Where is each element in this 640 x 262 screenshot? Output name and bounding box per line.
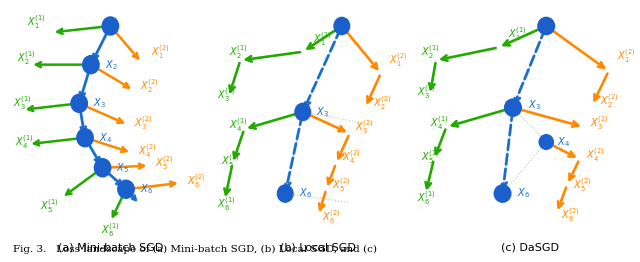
Text: $X_3$: $X_3$	[316, 105, 330, 119]
Text: $X_1^{(1)}$: $X_1^{(1)}$	[508, 26, 527, 43]
Text: $X_4^{(1)}$: $X_4^{(1)}$	[228, 116, 248, 134]
Circle shape	[83, 56, 99, 74]
Text: $X_3^{(2)}$: $X_3^{(2)}$	[355, 118, 374, 136]
Text: (c) DaSGD: (c) DaSGD	[500, 243, 559, 253]
Circle shape	[277, 185, 293, 202]
Text: $X_5^{(2)}$: $X_5^{(2)}$	[332, 176, 351, 194]
Circle shape	[102, 17, 118, 35]
Circle shape	[295, 103, 310, 121]
Circle shape	[77, 129, 93, 147]
Text: $X_3^{(1)}$: $X_3^{(1)}$	[13, 94, 32, 112]
Text: $X_2^{(2)}$: $X_2^{(2)}$	[373, 94, 392, 112]
Text: $X_1^{(1)}$: $X_1^{(1)}$	[27, 13, 45, 31]
Circle shape	[118, 180, 134, 198]
Circle shape	[494, 185, 511, 202]
Text: (a) Mini-batch SGD: (a) Mini-batch SGD	[58, 243, 163, 253]
Text: $X_4$: $X_4$	[557, 135, 570, 149]
Circle shape	[538, 17, 555, 35]
Text: $X_1^{(2)}$: $X_1^{(2)}$	[152, 43, 170, 61]
Text: $X_5^{(1)}$: $X_5^{(1)}$	[221, 152, 240, 170]
Text: $X_4$: $X_4$	[99, 131, 112, 145]
Text: $X_2^{(1)}$: $X_2^{(1)}$	[228, 43, 248, 61]
Text: $X_5$: $X_5$	[116, 161, 129, 175]
Text: $X_6^{(1)}$: $X_6^{(1)}$	[417, 189, 436, 207]
Text: $X_2^{(2)}$: $X_2^{(2)}$	[600, 92, 620, 110]
Circle shape	[94, 159, 111, 177]
Text: $X_2$: $X_2$	[104, 58, 117, 72]
Circle shape	[71, 94, 88, 112]
Text: $X_2^{(1)}$: $X_2^{(1)}$	[422, 43, 440, 61]
Text: $X_3$: $X_3$	[527, 99, 540, 112]
Circle shape	[334, 17, 349, 35]
Text: $X_5^{(2)}$: $X_5^{(2)}$	[573, 176, 592, 194]
Text: $X_6^{(1)}$: $X_6^{(1)}$	[217, 195, 236, 213]
Text: $X_6$: $X_6$	[140, 182, 153, 196]
Text: $X_6^{(1)}$: $X_6^{(1)}$	[101, 221, 120, 239]
Text: $X_5^{(1)}$: $X_5^{(1)}$	[40, 198, 60, 215]
Text: $X_3^{(2)}$: $X_3^{(2)}$	[134, 114, 153, 132]
Text: $X_6$: $X_6$	[517, 187, 530, 200]
Text: $X_3^{(2)}$: $X_3^{(2)}$	[590, 114, 609, 132]
Text: $X_1^{(2)}$: $X_1^{(2)}$	[388, 51, 408, 69]
Text: $X_5^{(2)}$: $X_5^{(2)}$	[156, 155, 174, 172]
Text: $X_6^{(2)}$: $X_6^{(2)}$	[323, 208, 341, 226]
Circle shape	[505, 99, 522, 116]
Text: (b) Local SGD: (b) Local SGD	[280, 243, 356, 253]
Text: $X_4^{(2)}$: $X_4^{(2)}$	[586, 146, 605, 164]
Text: $X_3^{(1)}$: $X_3^{(1)}$	[217, 86, 236, 104]
Text: $X_5^{(1)}$: $X_5^{(1)}$	[422, 148, 440, 166]
Circle shape	[539, 135, 554, 149]
Text: $X_4^{(1)}$: $X_4^{(1)}$	[15, 133, 34, 151]
Text: $X_1^{(2)}$: $X_1^{(2)}$	[617, 47, 636, 65]
Text: $X_1^{(1)}$: $X_1^{(1)}$	[313, 30, 332, 48]
Text: $X_6^{(2)}$: $X_6^{(2)}$	[186, 172, 205, 190]
Text: $X_2^{(2)}$: $X_2^{(2)}$	[140, 77, 159, 95]
Text: $X_6^{(2)}$: $X_6^{(2)}$	[561, 206, 580, 224]
Text: $X_4^{(2)}$: $X_4^{(2)}$	[138, 142, 157, 160]
Text: $X_4^{(2)}$: $X_4^{(2)}$	[342, 148, 361, 166]
Text: $X_6$: $X_6$	[299, 187, 312, 200]
Text: $X_2^{(1)}$: $X_2^{(1)}$	[17, 49, 36, 67]
Text: $X_3$: $X_3$	[93, 96, 106, 110]
Text: Fig. 3.   Loss landscape of (a) Mini-batch SGD, (b) Local SGD, and (c): Fig. 3. Loss landscape of (a) Mini-batch…	[13, 245, 377, 254]
Text: $X_3^{(1)}$: $X_3^{(1)}$	[417, 84, 436, 101]
Text: $X_4^{(1)}$: $X_4^{(1)}$	[430, 114, 449, 132]
